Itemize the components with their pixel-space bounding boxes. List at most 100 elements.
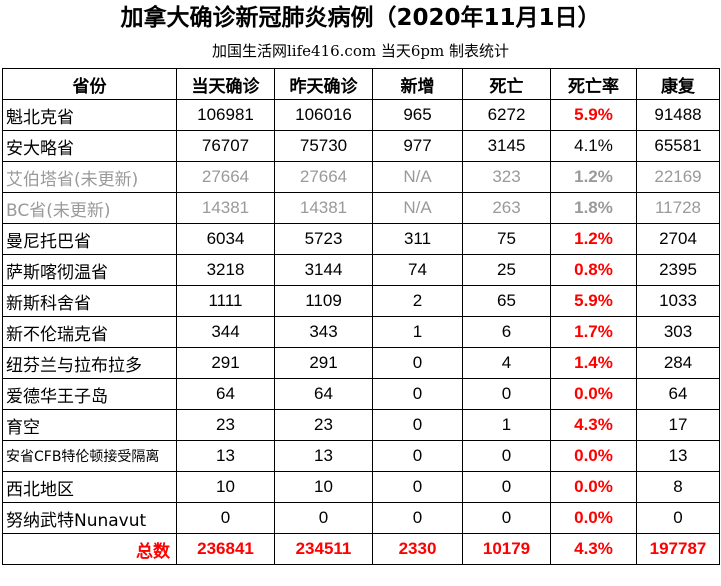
province-cell: 安省CFB特伦顿接受隔离: [2, 440, 177, 472]
yesterday-cell: 64: [274, 378, 373, 410]
recovered-cell: 2395: [636, 254, 720, 286]
table-row: 艾伯塔省(未更新) 27664 27664 N/A 323 1.2% 22169: [2, 161, 720, 193]
death-rate-cell: 4.1%: [550, 130, 637, 162]
table-row: 育空 23 23 0 1 4.3% 17: [2, 409, 720, 441]
deaths-cell: 0: [462, 440, 551, 472]
deaths-cell: 3145: [462, 130, 551, 162]
recovered-cell: 17: [636, 409, 720, 441]
today-cell: 3218: [176, 254, 275, 286]
death-rate-cell: 0.0%: [550, 440, 637, 472]
province-cell: 新斯科舍省: [2, 285, 177, 317]
deaths-cell: 75: [462, 223, 551, 255]
header-row: 省份 当天确诊 昨天确诊 新增 死亡 死亡率 康复: [2, 68, 720, 100]
new-cell: 311: [372, 223, 463, 255]
header-death-rate: 死亡率: [550, 68, 637, 100]
province-cell: 纽芬兰与拉布拉多: [2, 347, 177, 379]
province-cell: 魁北克省: [2, 99, 177, 131]
death-rate-cell: 5.9%: [550, 99, 637, 131]
province-cell: 曼尼托巴省: [2, 223, 177, 255]
new-cell: 1: [372, 316, 463, 348]
table-row: 安省CFB特伦顿接受隔离 13 13 0 0 0.0% 13: [2, 440, 720, 472]
header-deaths: 死亡: [462, 68, 551, 100]
today-cell: 13: [176, 440, 275, 472]
deaths-cell: 6272: [462, 99, 551, 131]
province-cell: 西北地区: [2, 471, 177, 503]
header-recovered: 康复: [636, 68, 720, 100]
deaths-cell: 25: [462, 254, 551, 286]
total-today: 236841: [176, 533, 275, 565]
death-rate-cell: 1.2%: [550, 161, 637, 193]
table-row: 纽芬兰与拉布拉多 291 291 0 4 1.4% 284: [2, 347, 720, 379]
death-rate-cell: 4.3%: [550, 409, 637, 441]
yesterday-cell: 291: [274, 347, 373, 379]
today-cell: 6034: [176, 223, 275, 255]
new-cell: 0: [372, 409, 463, 441]
header-yesterday: 昨天确诊: [274, 68, 373, 100]
total-label: 总数: [2, 533, 177, 565]
table-row: 新不伦瑞克省 344 343 1 6 1.7% 303: [2, 316, 720, 348]
new-cell: 965: [372, 99, 463, 131]
new-cell: 2: [372, 285, 463, 317]
today-cell: 14381: [176, 192, 275, 224]
page-subtitle: 加国生活网life416.com 当天6pm 制表统计: [212, 42, 509, 60]
today-cell: 27664: [176, 161, 275, 193]
yesterday-cell: 10: [274, 471, 373, 503]
yesterday-cell: 3144: [274, 254, 373, 286]
table-row: 魁北克省 106981 106016 965 6272 5.9% 91488: [2, 99, 720, 131]
recovered-cell: 22169: [636, 161, 720, 193]
deaths-cell: 263: [462, 192, 551, 224]
death-rate-cell: 5.9%: [550, 285, 637, 317]
today-cell: 291: [176, 347, 275, 379]
new-cell: 0: [372, 502, 463, 534]
today-cell: 10: [176, 471, 275, 503]
deaths-cell: 65: [462, 285, 551, 317]
deaths-cell: 4: [462, 347, 551, 379]
new-cell: N/A: [372, 161, 463, 193]
deaths-cell: 6: [462, 316, 551, 348]
total-deaths: 10179: [462, 533, 551, 565]
province-cell: 安大略省: [2, 130, 177, 162]
death-rate-cell: 1.4%: [550, 347, 637, 379]
province-cell: 育空: [2, 409, 177, 441]
table-row: 努纳武特Nunavut 0 0 0 0 0.0% 0: [2, 502, 720, 534]
new-cell: 74: [372, 254, 463, 286]
today-cell: 64: [176, 378, 275, 410]
province-cell: BC省(未更新): [2, 192, 177, 224]
page-title: 加拿大确诊新冠肺炎病例（2020年11月1日）: [120, 5, 601, 31]
new-cell: 0: [372, 378, 463, 410]
today-cell: 106981: [176, 99, 275, 131]
recovered-cell: 91488: [636, 99, 720, 131]
new-cell: 0: [372, 440, 463, 472]
today-cell: 23: [176, 409, 275, 441]
death-rate-cell: 0.8%: [550, 254, 637, 286]
recovered-cell: 8: [636, 471, 720, 503]
yesterday-cell: 5723: [274, 223, 373, 255]
recovered-cell: 13: [636, 440, 720, 472]
deaths-cell: 0: [462, 471, 551, 503]
total-recovered: 197787: [636, 533, 720, 565]
covid-stats-table: 省份 当天确诊 昨天确诊 新增 死亡 死亡率 康复 魁北克省 106981 10…: [2, 68, 720, 565]
yesterday-cell: 27664: [274, 161, 373, 193]
deaths-cell: 0: [462, 378, 551, 410]
yesterday-cell: 14381: [274, 192, 373, 224]
today-cell: 344: [176, 316, 275, 348]
recovered-cell: 303: [636, 316, 720, 348]
new-cell: N/A: [372, 192, 463, 224]
new-cell: 977: [372, 130, 463, 162]
province-cell: 艾伯塔省(未更新): [2, 161, 177, 193]
province-cell: 新不伦瑞克省: [2, 316, 177, 348]
recovered-cell: 1033: [636, 285, 720, 317]
province-cell: 萨斯喀彻温省: [2, 254, 177, 286]
today-cell: 76707: [176, 130, 275, 162]
yesterday-cell: 23: [274, 409, 373, 441]
recovered-cell: 11728: [636, 192, 720, 224]
header-province: 省份: [2, 68, 177, 100]
table-row: 安大略省 76707 75730 977 3145 4.1% 65581: [2, 130, 720, 162]
table-row: 萨斯喀彻温省 3218 3144 74 25 0.8% 2395: [2, 254, 720, 286]
header-new: 新增: [372, 68, 463, 100]
today-cell: 1111: [176, 285, 275, 317]
deaths-cell: 323: [462, 161, 551, 193]
header-today: 当天确诊: [176, 68, 275, 100]
new-cell: 0: [372, 347, 463, 379]
death-rate-cell: 0.0%: [550, 378, 637, 410]
